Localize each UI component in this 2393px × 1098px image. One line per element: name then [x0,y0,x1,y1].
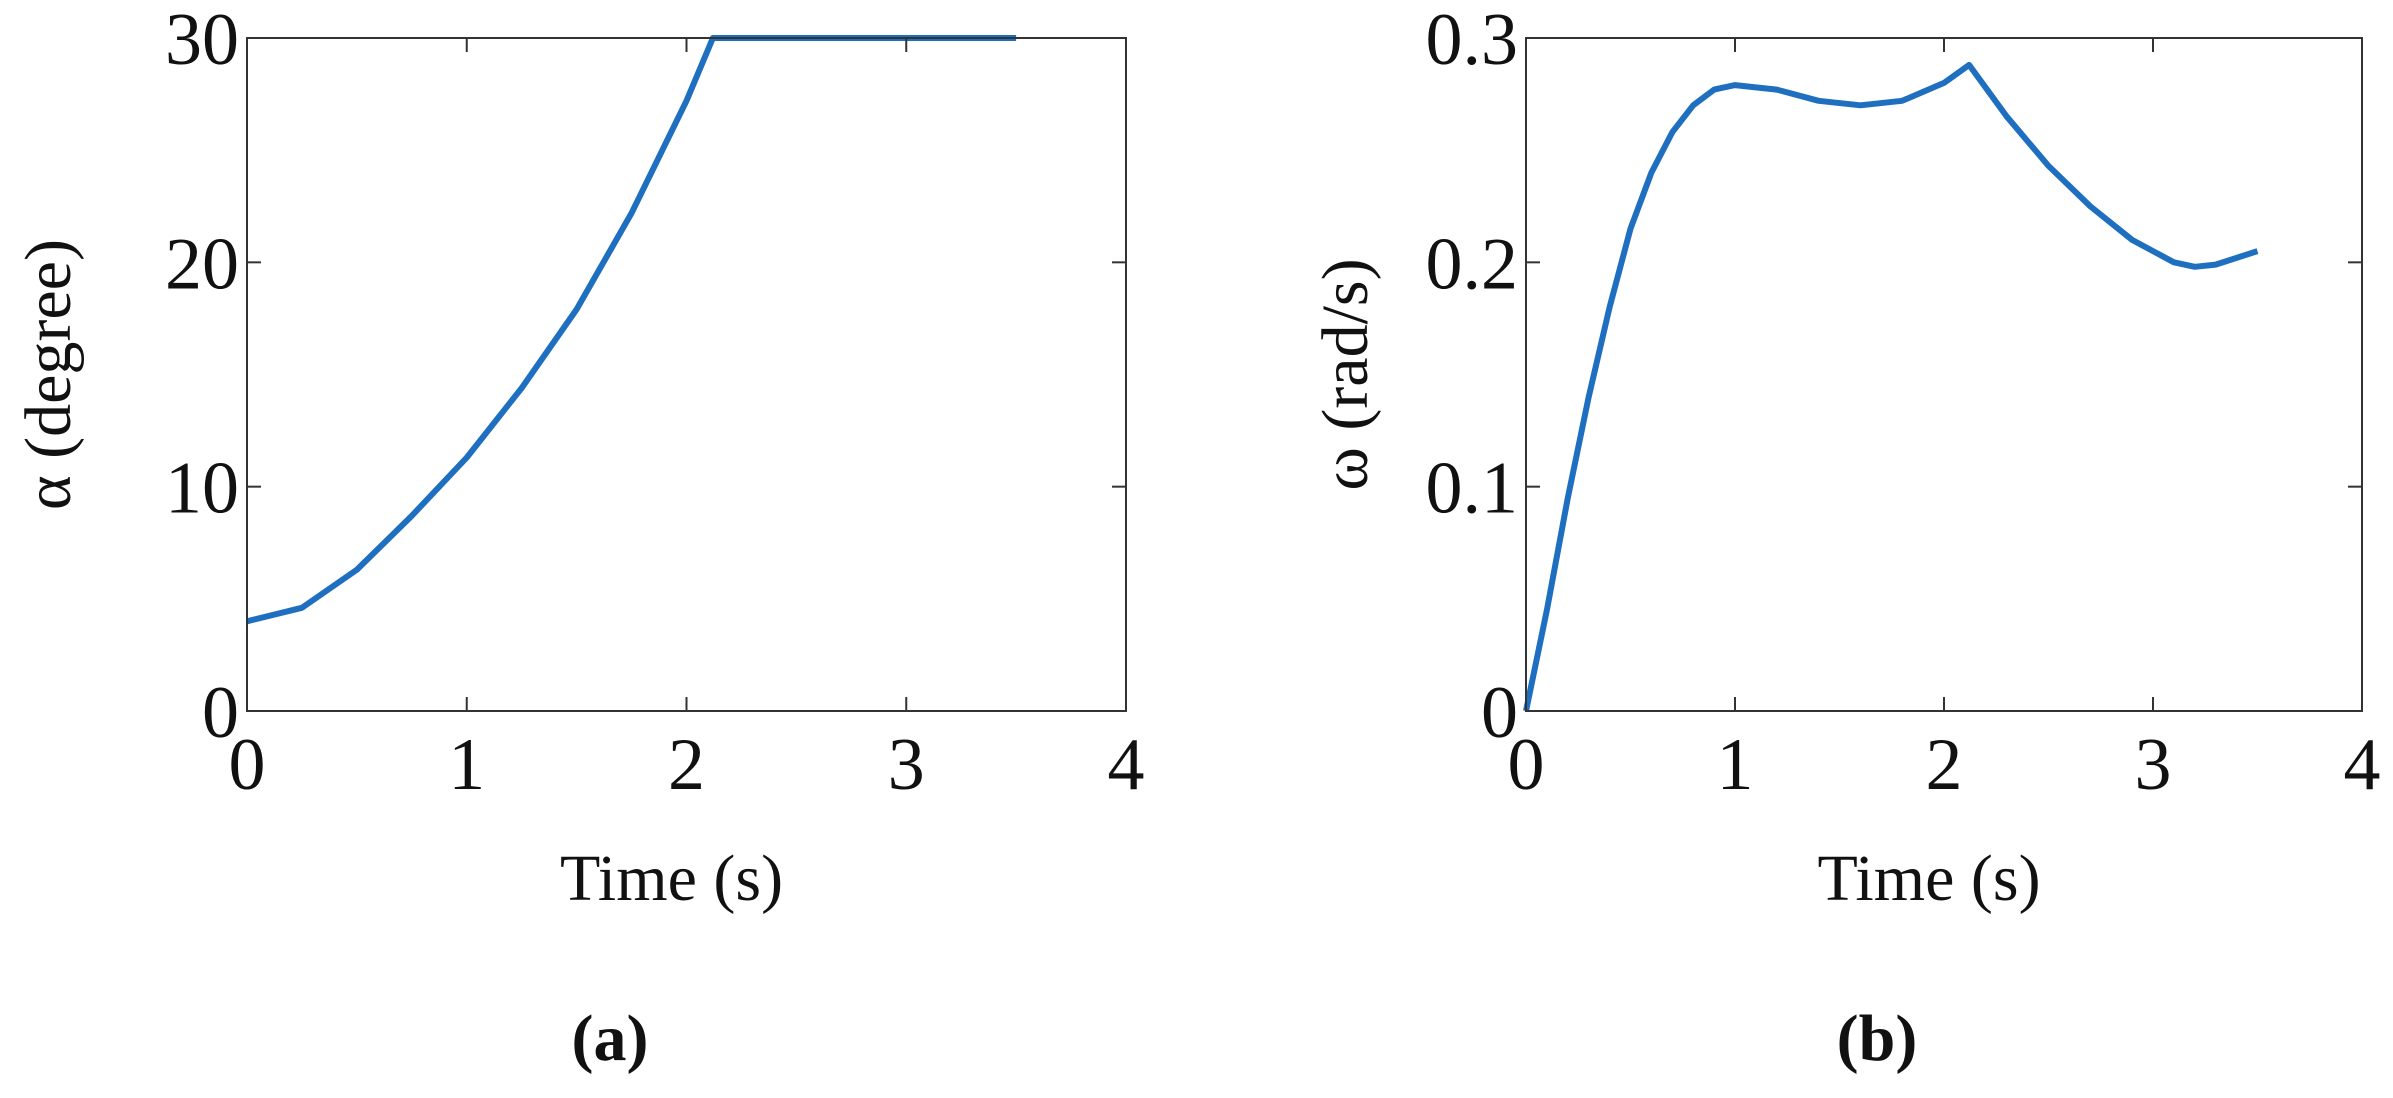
x-tick-label: 2 [668,724,705,806]
plot-frame [246,37,1127,712]
plot-frame [1525,37,2363,712]
y-tick-label: 10 [165,448,239,530]
x-tick-label: 3 [888,724,925,806]
x-axis-label: Time (s) [560,842,783,915]
x-tick-label: 3 [2135,724,2172,806]
x-tick-label: 4 [1108,724,1145,806]
x-tick-label: 1 [1717,724,1754,806]
y-axis-label: α (degree) [12,239,85,510]
y-tick-label: 30 [165,0,239,81]
y-axis-label: ω (rad/s) [1309,258,1382,490]
y-tick-label: 0.1 [1426,448,1519,530]
caption: (b) [1837,1002,1918,1075]
x-tick-label: 0 [1508,724,1545,806]
y-tick-label: 20 [165,223,239,305]
y-tick-label: 0.2 [1426,223,1519,305]
x-tick-label: 1 [448,724,485,806]
y-tick-label: 0 [1481,672,1518,754]
x-axis-label: Time (s) [1817,842,2040,915]
x-tick-label: 4 [2344,724,2381,806]
caption: (a) [572,1002,649,1075]
x-tick-label: 0 [229,724,266,806]
y-tick-label: 0 [202,672,239,754]
data-line [1523,61,2259,712]
data-line [246,35,1017,625]
y-tick-label: 0.3 [1426,0,1519,81]
x-tick-label: 2 [1926,724,1963,806]
